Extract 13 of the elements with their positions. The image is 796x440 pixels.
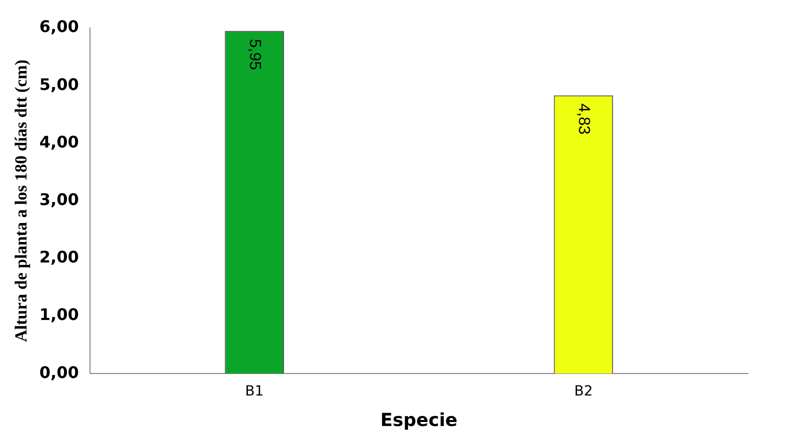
y-axis-title: Altura de planta a los 180 días dtt (cm) [12,60,31,342]
y-tick-label: 2,00 [39,248,79,267]
x-axis-title: Especie [380,410,458,431]
x-tick-label: B2 [574,384,593,400]
y-tick-label: 1,00 [39,305,79,324]
y-tick-label: 5,00 [39,74,79,94]
data-label: 4,83 [575,103,592,135]
y-tick-label: 3,00 [39,190,79,209]
x-tick-label: B1 [245,384,264,400]
data-label: 5,95 [246,38,263,70]
y-tick-label: 4,00 [39,132,79,152]
y-tick-label: 6,00 [39,17,79,36]
y-tick-label: 0,00 [39,362,79,382]
